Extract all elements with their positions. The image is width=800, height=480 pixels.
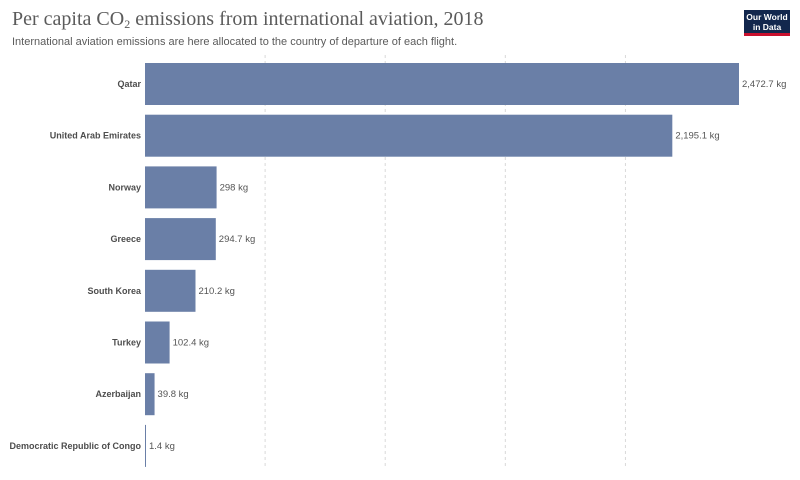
owid-logo[interactable]: Our World in Data [744,10,790,36]
title-subscript: 2 [124,17,131,31]
logo-line-2: in Data [752,22,782,32]
value-label: 39.8 kg [158,389,189,400]
category-label: Qatar [117,79,141,89]
bar[interactable] [145,373,155,416]
value-label: 298 kg [220,182,249,193]
value-label: 210.2 kg [198,286,234,297]
category-label: Azerbaijan [95,389,141,399]
chart-title: Per capita CO2 emissions from internatio… [12,8,483,32]
logo-line-1: Our World [746,12,788,22]
bar[interactable] [145,321,170,364]
category-label: South Korea [87,286,141,296]
value-label: 2,195.1 kg [675,131,719,142]
bar[interactable] [145,269,196,312]
title-main: Per capita CO [12,8,125,30]
category-label: United Arab Emirates [50,131,141,141]
value-label: 294.7 kg [219,234,255,245]
chart-subtitle: International aviation emissions are her… [12,36,458,48]
bar[interactable] [145,218,216,261]
category-label: Turkey [112,338,141,348]
bar[interactable] [145,166,217,209]
category-label: Democratic Republic of Congo [9,441,141,451]
category-label: Greece [110,234,141,244]
bar[interactable] [145,63,739,105]
value-label: 102.4 kg [173,338,209,349]
value-label: 2,472.7 kg [742,79,786,90]
value-label: 1.4 kg [149,441,175,452]
title-rest: emissions from international aviation, 2… [130,8,484,30]
bar[interactable] [145,424,146,467]
category-label: Norway [108,182,141,192]
bar[interactable] [145,114,673,157]
